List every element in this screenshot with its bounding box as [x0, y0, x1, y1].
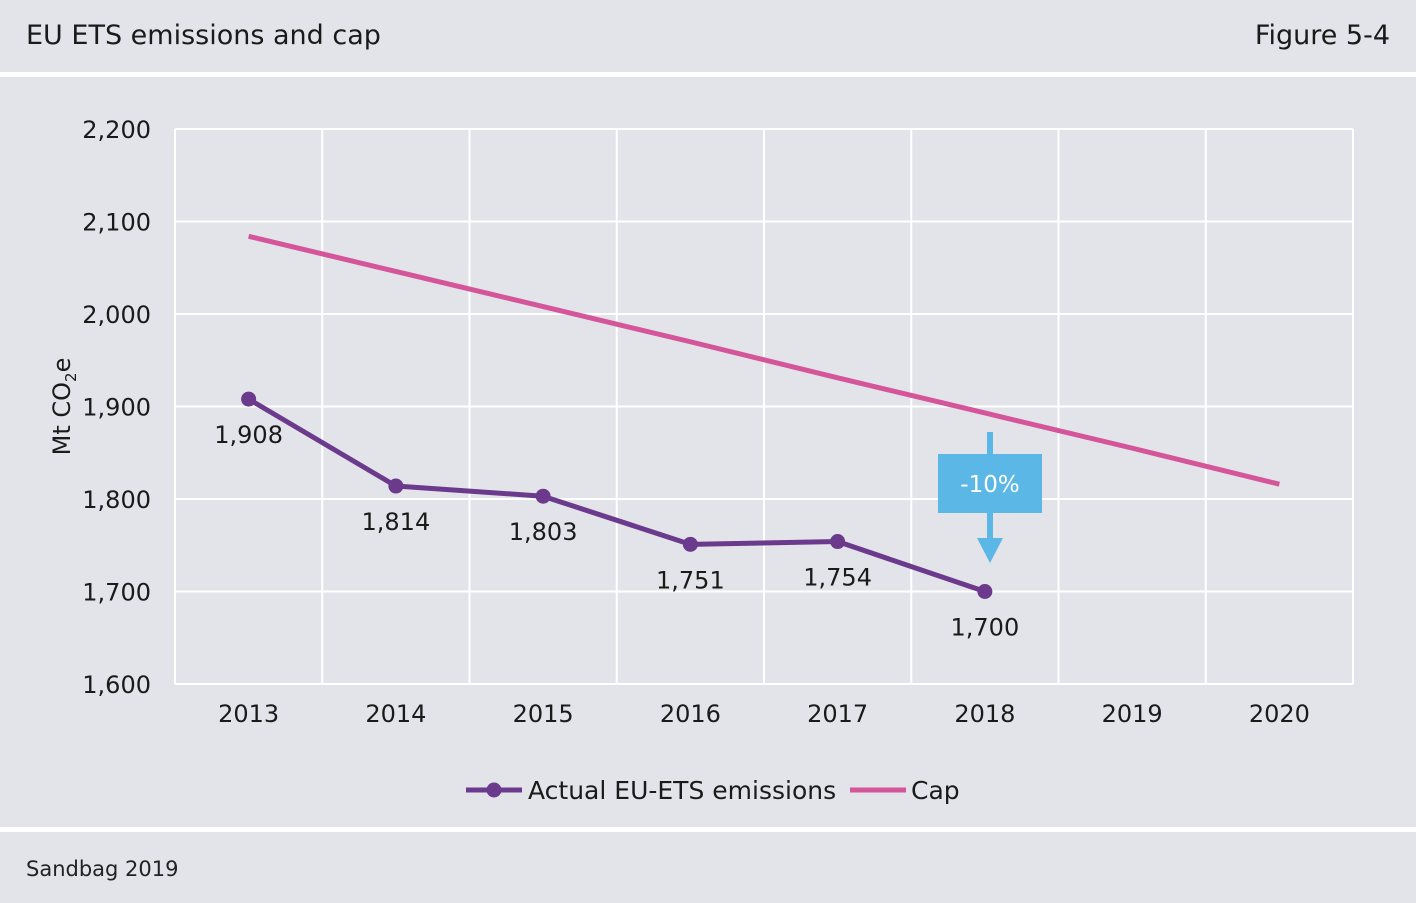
data-label: 1,803: [509, 518, 578, 546]
emissions-point: [535, 488, 551, 504]
x-tick-label: 2018: [954, 700, 1015, 728]
cap-line: [248, 233, 1280, 487]
y-tick-label: 1,600: [82, 671, 151, 699]
legend-emissions-marker: [486, 782, 502, 798]
emissions-point: [830, 534, 846, 550]
source-note: Sandbag 2019: [26, 857, 179, 881]
emissions-point: [241, 391, 257, 407]
x-tick-label: 2016: [660, 700, 721, 728]
x-tick-label: 2014: [365, 700, 426, 728]
x-tick-label: 2020: [1249, 700, 1310, 728]
annotation-arrow-shaft: [987, 513, 993, 541]
emissions-point: [682, 536, 698, 552]
data-label: 1,908: [214, 421, 283, 449]
header: EU ETS emissions and cap Figure 5-4: [0, 0, 1416, 72]
y-tick-label: 1,800: [82, 486, 151, 514]
header-divider: [0, 72, 1416, 77]
data-label: 1,814: [362, 508, 431, 536]
y-axis-label: Mt CO2e: [48, 358, 80, 456]
y-tick-label: 2,000: [82, 301, 151, 329]
annotation-arrow-shaft: [987, 432, 993, 462]
y-tick-label: 2,200: [82, 116, 151, 144]
emissions-point: [977, 584, 993, 599]
x-tick-label: 2015: [513, 700, 574, 728]
data-label: 1,754: [803, 564, 872, 592]
x-tick-label: 2013: [218, 700, 279, 728]
y-tick-label: 1,900: [82, 394, 151, 422]
footer-divider: [0, 827, 1416, 832]
legend-emissions-label: Actual EU-ETS emissions: [528, 776, 836, 805]
annotation-box: [938, 454, 1042, 513]
x-tick-label: 2019: [1102, 700, 1163, 728]
y-tick-label: 1,700: [82, 579, 151, 607]
x-tick-label: 2017: [807, 700, 868, 728]
annotation-arrowhead: [977, 538, 1003, 563]
y-tick-label: 2,100: [82, 209, 151, 237]
legend-cap-label: Cap: [911, 776, 960, 805]
data-label: 1,700: [951, 614, 1020, 642]
emissions-line: [247, 396, 986, 594]
data-label: 1,751: [656, 566, 725, 594]
emissions-point: [388, 478, 404, 494]
chart-title: EU ETS emissions and cap: [26, 20, 381, 51]
line-chart: 1,600 1,700 1,800 1,900 2,000 2,100 2,200 2013 2…: [48, 116, 1354, 805]
figure-label: Figure 5-4: [1254, 20, 1390, 51]
annotation-label: -10%: [960, 472, 1019, 498]
